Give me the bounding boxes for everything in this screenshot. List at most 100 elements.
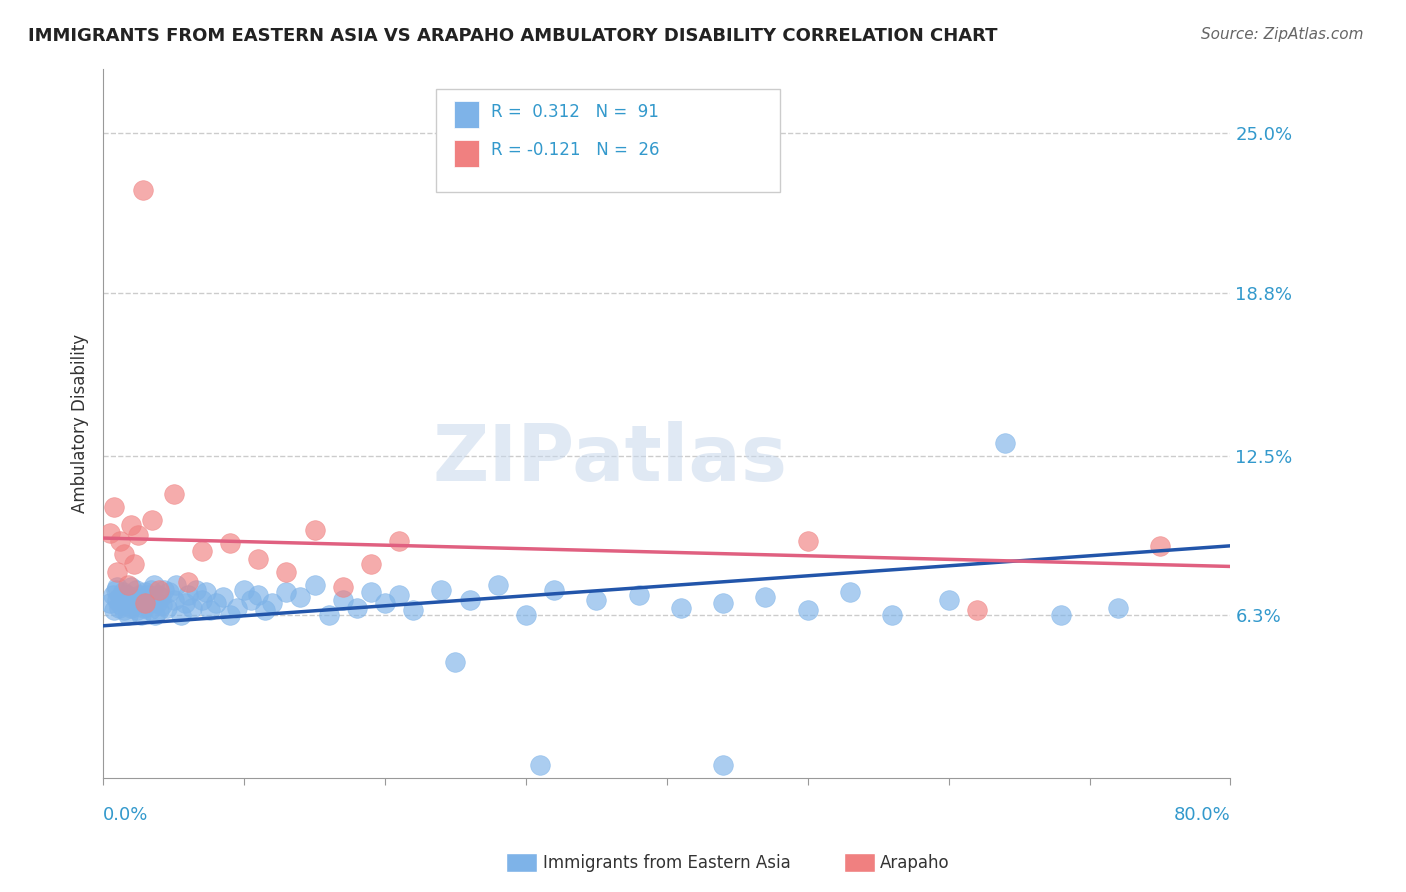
Point [346,600,368,615]
Point [105,565,128,579]
Point [127,596,149,610]
Point [627,588,650,602]
Point [157,585,180,599]
Point [110,598,132,612]
Text: Source: ZipAtlas.com: Source: ZipAtlas.com [1201,27,1364,42]
Point [115,588,138,602]
Point [107,600,129,615]
Point [176,588,198,602]
Point [882,608,904,623]
Point [139,582,162,597]
Point [332,580,354,594]
Point [111,585,134,599]
Point [1050,608,1073,623]
Point [169,608,191,623]
Text: ZIPatlas: ZIPatlas [433,421,787,497]
Point [148,582,170,597]
Point [173,596,195,610]
Point [103,500,125,515]
Point [796,533,818,548]
Point [120,600,142,615]
Point [120,580,142,594]
Point [129,608,152,623]
Point [360,585,382,599]
Point [146,588,169,602]
Point [304,524,326,538]
Point [839,585,862,599]
Point [114,596,136,610]
Point [430,582,453,597]
Point [191,544,214,558]
Point [200,603,222,617]
Point [195,585,218,599]
Point [148,603,170,617]
Point [103,603,125,617]
Text: 80.0%: 80.0% [1174,806,1230,824]
Point [247,551,270,566]
Point [754,591,776,605]
Point [117,577,139,591]
Point [108,591,131,605]
Point [212,591,235,605]
Point [122,557,145,571]
Point [262,596,284,610]
Point [240,593,263,607]
Point [180,600,202,615]
Point [247,588,270,602]
Point [226,600,249,615]
Point [104,582,127,597]
Point [134,585,156,599]
Point [254,603,277,617]
Point [149,591,172,605]
Point [276,565,298,579]
Point [711,596,734,610]
Point [1149,539,1171,553]
Point [150,598,173,612]
Point [585,593,607,607]
Point [458,593,481,607]
Point [131,183,153,197]
Point [711,758,734,772]
Point [219,608,242,623]
Point [388,588,411,602]
Point [112,547,135,561]
Point [118,593,141,607]
Point [374,596,396,610]
Point [994,435,1017,450]
Point [136,588,159,602]
Point [138,603,160,617]
Point [152,582,174,597]
Point [176,574,198,589]
Point [938,593,960,607]
Point [145,596,167,610]
Point [486,577,509,591]
Point [1107,600,1129,615]
Point [101,588,124,602]
Point [966,603,988,617]
Point [112,603,135,617]
Point [117,608,139,623]
Point [233,582,256,597]
Point [444,655,467,669]
Point [98,596,121,610]
Point [529,758,551,772]
Point [162,487,184,501]
Point [98,525,121,540]
Point [184,582,207,597]
Point [132,600,155,615]
Point [105,593,128,607]
Point [131,593,153,607]
Text: Arapaho: Arapaho [880,854,950,871]
Point [108,533,131,548]
Text: 0.0%: 0.0% [103,806,149,824]
Text: Immigrants from Eastern Asia: Immigrants from Eastern Asia [543,854,790,871]
Point [205,596,228,610]
Point [332,593,354,607]
Point [121,591,143,605]
Point [669,600,692,615]
Point [276,585,298,599]
Point [134,596,156,610]
Y-axis label: Ambulatory Disability: Ambulatory Disability [72,334,89,513]
Point [219,536,242,550]
Point [796,603,818,617]
